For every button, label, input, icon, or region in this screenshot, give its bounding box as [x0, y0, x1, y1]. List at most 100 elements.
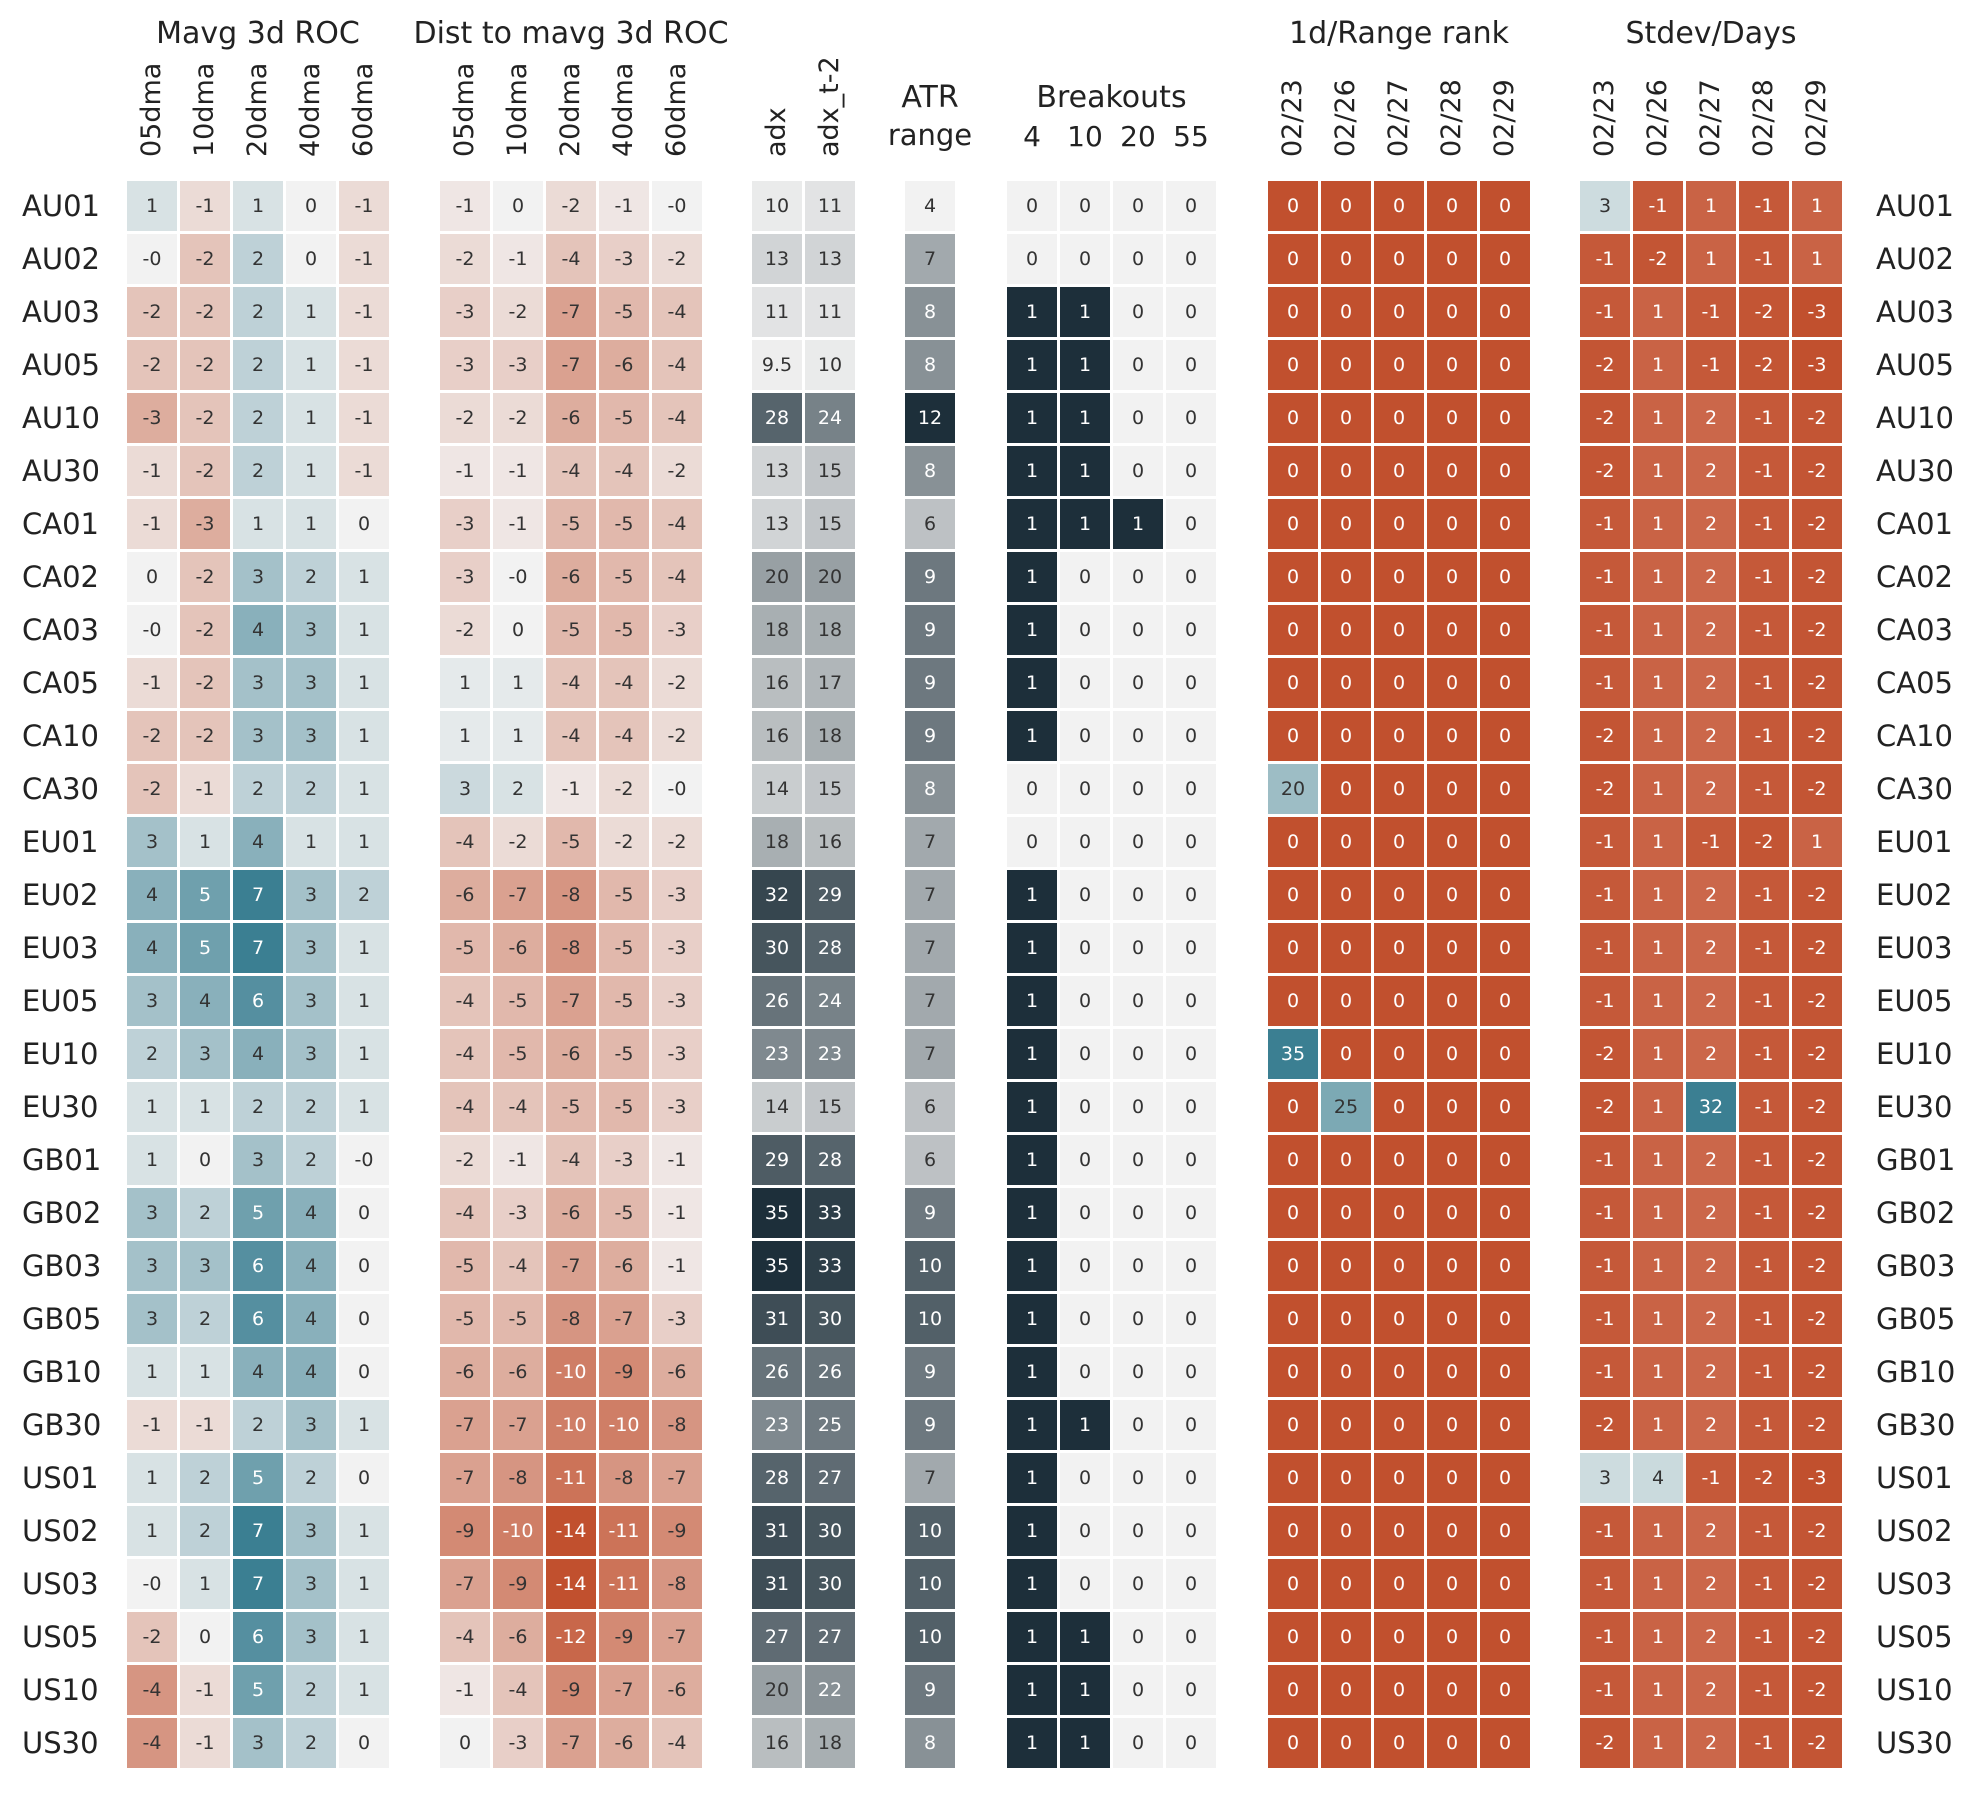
heatmap-cell: 4	[233, 605, 283, 655]
heatmap-cell: -6	[546, 1188, 596, 1238]
heatmap-cell: 3	[127, 976, 177, 1026]
heatmap-cell: -4	[599, 446, 649, 496]
heatmap-cell: -4	[599, 711, 649, 761]
heatmap-cell: 0	[1321, 923, 1371, 973]
column-label: 40dma	[608, 62, 639, 157]
heatmap-cell: 9.5	[752, 340, 802, 390]
heatmap-cell: -2	[1792, 1665, 1842, 1715]
heatmap-cell: 1	[1633, 1294, 1683, 1344]
heatmap-cell: -2	[440, 234, 490, 284]
heatmap-cell: 0	[1321, 1188, 1371, 1238]
heatmap-cell: -3	[1792, 340, 1842, 390]
heatmap-cell: 1	[1007, 1718, 1057, 1768]
heatmap-cell: 2	[233, 234, 283, 284]
heatmap-cell: 0	[1480, 393, 1530, 443]
column-label: 02/27	[1695, 79, 1726, 157]
heatmap-cell: 0	[1321, 1029, 1371, 1079]
heatmap-cell: -0	[127, 1559, 177, 1609]
heatmap-cell: 0	[1480, 817, 1530, 867]
heatmap-cell: -2	[127, 287, 177, 337]
heatmap-cell: 0	[1427, 287, 1477, 337]
heatmap-cell: -2	[1792, 870, 1842, 920]
heatmap-cell: 1	[1633, 1347, 1683, 1397]
heatmap-cell: 17	[805, 658, 855, 708]
heatmap-cell: 0	[1007, 234, 1057, 284]
heatmap-cell: 0	[1268, 1400, 1318, 1450]
heatmap-cell: 9	[905, 605, 955, 655]
heatmap-cell: 0	[1060, 1559, 1110, 1609]
heatmap-cell: 1	[180, 1559, 230, 1609]
heatmap-cell: 1	[1633, 976, 1683, 1026]
heatmap-cell: 24	[805, 393, 855, 443]
heatmap-cell: 0	[1321, 1718, 1371, 1768]
heatmap-cell: 0	[1060, 181, 1110, 231]
heatmap-cell: 18	[805, 605, 855, 655]
heatmap-cell: 1	[1007, 1241, 1057, 1291]
heatmap-cell: 0	[339, 1241, 389, 1291]
heatmap-cell: 2	[286, 552, 336, 602]
heatmap-cell: -1	[1739, 605, 1789, 655]
heatmap-cell: -1	[1739, 1135, 1789, 1185]
heatmap-cell: -7	[546, 976, 596, 1026]
heatmap-cell: -1	[1739, 1718, 1789, 1768]
heatmap-cell: 2	[180, 1506, 230, 1556]
heatmap-cell: 8	[905, 764, 955, 814]
heatmap-cell: 0	[1166, 499, 1216, 549]
heatmap-cell: 0	[1374, 870, 1424, 920]
heatmap-cell: 0	[1427, 340, 1477, 390]
heatmap-cell: 0	[1427, 1718, 1477, 1768]
heatmap-cell: -3	[493, 1718, 543, 1768]
heatmap-cell: 1	[1792, 181, 1842, 231]
heatmap-cell: -9	[546, 1665, 596, 1715]
heatmap-cell: 1	[1007, 446, 1057, 496]
heatmap-cell: 1	[339, 976, 389, 1026]
heatmap-cell: 1	[1633, 552, 1683, 602]
heatmap-cell: 0	[1268, 1188, 1318, 1238]
column-label: 02/27	[1383, 79, 1414, 157]
heatmap-cell: 0	[1480, 976, 1530, 1026]
column-label: 02/26	[1330, 79, 1361, 157]
heatmap-cell: -1	[1580, 1506, 1630, 1556]
heatmap-cell: 1	[1633, 923, 1683, 973]
heatmap-cell: 0	[1060, 923, 1110, 973]
heatmap-cell: 0	[1427, 764, 1477, 814]
heatmap-cell: 16	[752, 1718, 802, 1768]
heatmap-cell: 30	[805, 1559, 855, 1609]
heatmap-cell: 0	[1268, 1665, 1318, 1715]
heatmap-cell: -1	[1633, 181, 1683, 231]
heatmap-cell: 35	[752, 1241, 802, 1291]
heatmap-cell: -4	[493, 1241, 543, 1291]
row-label-right: GB10	[1876, 1355, 1956, 1389]
column-label: 05dma	[449, 62, 480, 157]
row-label-left: US10	[22, 1673, 99, 1707]
column-label: 4	[1023, 120, 1041, 153]
heatmap-cell: 3	[233, 1135, 283, 1185]
heatmap-cell: -1	[1580, 1294, 1630, 1344]
heatmap-cell: 0	[1374, 446, 1424, 496]
heatmap-cell: 0	[1427, 976, 1477, 1026]
heatmap-cell: 0	[1268, 393, 1318, 443]
heatmap-cell: -4	[440, 1612, 490, 1662]
heatmap-cell: 0	[1427, 446, 1477, 496]
heatmap-cell: -2	[1792, 1612, 1842, 1662]
heatmap-cell: -1	[127, 446, 177, 496]
row-label-left: AU02	[22, 242, 100, 276]
heatmap-cell: -1	[493, 499, 543, 549]
heatmap-cell: -2	[1792, 1718, 1842, 1768]
heatmap-cell: 1	[1060, 1400, 1110, 1450]
heatmap-cell: -5	[599, 1188, 649, 1238]
heatmap-cell: 1	[1633, 764, 1683, 814]
heatmap-cell: -1	[1580, 1665, 1630, 1715]
row-label-left: GB02	[22, 1196, 102, 1230]
heatmap-cell: -3	[599, 234, 649, 284]
heatmap-cell: 0	[1427, 1347, 1477, 1397]
heatmap-cell: 3	[127, 1188, 177, 1238]
heatmap-cell: -1	[1580, 870, 1630, 920]
heatmap-cell: -4	[440, 817, 490, 867]
heatmap-cell: 0	[1480, 764, 1530, 814]
heatmap-cell: -11	[546, 1453, 596, 1503]
heatmap-cell: 1	[1060, 1665, 1110, 1715]
heatmap-cell: -4	[652, 393, 702, 443]
heatmap-cell: 0	[1374, 1241, 1424, 1291]
heatmap-cell: -2	[1580, 1082, 1630, 1132]
